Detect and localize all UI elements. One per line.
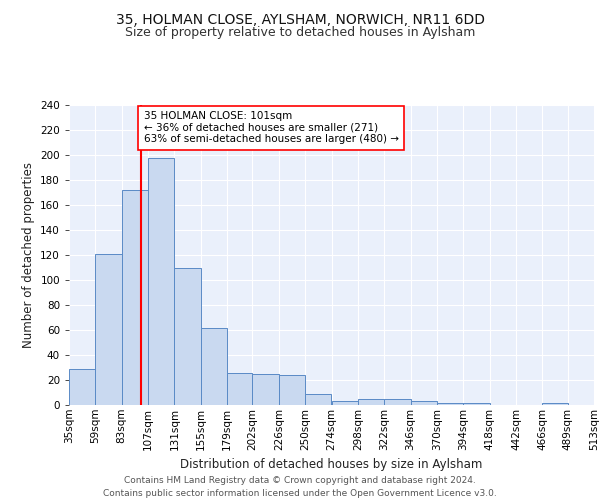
Bar — [279, 375, 305, 405]
Y-axis label: Number of detached properties: Number of detached properties — [22, 162, 35, 348]
Text: Contains HM Land Registry data © Crown copyright and database right 2024.
Contai: Contains HM Land Registry data © Crown c… — [103, 476, 497, 498]
Bar — [69, 369, 95, 405]
Bar — [253, 374, 279, 405]
Bar — [122, 190, 148, 405]
X-axis label: Distribution of detached houses by size in Aylsham: Distribution of detached houses by size … — [181, 458, 482, 471]
Bar — [331, 401, 358, 405]
Bar — [358, 399, 384, 405]
Bar — [201, 328, 227, 405]
Bar — [227, 372, 253, 405]
Bar — [463, 402, 490, 405]
Bar — [305, 394, 331, 405]
Text: 35, HOLMAN CLOSE, AYLSHAM, NORWICH, NR11 6DD: 35, HOLMAN CLOSE, AYLSHAM, NORWICH, NR11… — [115, 12, 485, 26]
Bar — [410, 401, 437, 405]
Bar — [175, 268, 201, 405]
Text: Size of property relative to detached houses in Aylsham: Size of property relative to detached ho… — [125, 26, 475, 39]
Bar — [95, 254, 122, 405]
Bar — [384, 399, 410, 405]
Text: 35 HOLMAN CLOSE: 101sqm
← 36% of detached houses are smaller (271)
63% of semi-d: 35 HOLMAN CLOSE: 101sqm ← 36% of detache… — [143, 112, 398, 144]
Bar — [437, 402, 463, 405]
Bar — [148, 158, 175, 405]
Bar — [542, 402, 568, 405]
